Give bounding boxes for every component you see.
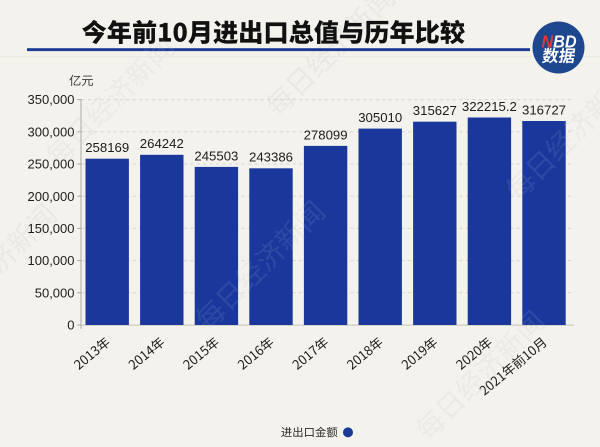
svg-text:0: 0 bbox=[67, 318, 74, 333]
svg-text:264242: 264242 bbox=[140, 136, 184, 151]
svg-text:258169: 258169 bbox=[85, 140, 129, 155]
svg-text:305010: 305010 bbox=[358, 110, 402, 125]
svg-text:N: N bbox=[541, 32, 553, 52]
svg-text:150,000: 150,000 bbox=[28, 221, 75, 236]
svg-text:315627: 315627 bbox=[413, 103, 457, 118]
svg-text:245503: 245503 bbox=[194, 148, 238, 163]
svg-text:316727: 316727 bbox=[522, 102, 566, 117]
svg-text:50,000: 50,000 bbox=[35, 285, 75, 300]
svg-text:278099: 278099 bbox=[304, 127, 348, 142]
svg-text:BD: BD bbox=[553, 32, 576, 52]
svg-text:322215.2: 322215.2 bbox=[462, 99, 517, 114]
svg-text:250,000: 250,000 bbox=[28, 157, 75, 172]
svg-text:300,000: 300,000 bbox=[28, 124, 75, 139]
svg-text:200,000: 200,000 bbox=[28, 189, 75, 204]
svg-text:100,000: 100,000 bbox=[28, 253, 75, 268]
svg-text:350,000: 350,000 bbox=[28, 92, 75, 107]
svg-text:243386: 243386 bbox=[249, 150, 293, 165]
